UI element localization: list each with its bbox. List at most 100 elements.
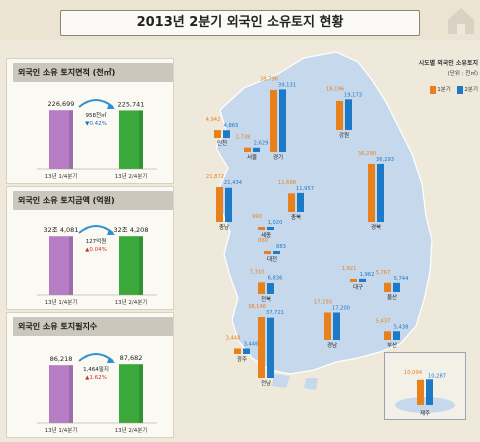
bar-right [119, 364, 143, 423]
region-bar-q2 [297, 192, 304, 212]
region-bar-q1 [258, 227, 265, 230]
region-group: 860 883 대전 [258, 238, 286, 263]
region-bar-q1 [384, 282, 391, 292]
region-value-q1: 36,290 [358, 151, 376, 157]
region-name: 경북 [371, 224, 381, 231]
bar-value-label: 32조 4,081 [44, 226, 79, 234]
region-value-q2: 17,200 [332, 305, 350, 311]
bar-category-label: 13년 1/4분기 [45, 172, 78, 180]
region-value-q2: 39,131 [278, 82, 296, 88]
bar-right [119, 236, 143, 295]
legend-items: 1분기 2분기 [396, 85, 478, 94]
region-bar-q1 [288, 193, 295, 212]
region-name: 강원 [339, 131, 349, 139]
region-bar-q1 [270, 89, 277, 152]
change-amount: 1,464필지 [83, 365, 109, 373]
jeju-bars: 10,094 10,287 제주 [404, 370, 446, 417]
region-bar-q1 [368, 163, 375, 222]
region-bar-q1 [417, 379, 424, 405]
region-bar-q1 [336, 100, 343, 130]
region-value-q2: 11,957 [296, 186, 314, 192]
bar-value-label: 225,741 [118, 100, 145, 108]
change-arrow-icon [78, 353, 114, 362]
region-bar-q2 [267, 227, 274, 230]
bar-value-label: 226,699 [48, 100, 75, 108]
region-name: 세종 [261, 231, 271, 239]
region-value-q2: 6,836 [268, 275, 283, 281]
bar-shade [69, 365, 73, 423]
region-bar-q2 [253, 147, 260, 152]
region-name: 부산 [387, 341, 397, 349]
region-value-q1: 860 [258, 238, 268, 244]
region-name: 전남 [261, 379, 271, 387]
bar-shade [139, 364, 143, 423]
bar-left [49, 365, 73, 423]
bar-value-label: 87,682 [120, 354, 143, 362]
region-value-q2: 37,721 [266, 310, 284, 316]
regional-map: 4,942 4,865 인천 2,738 2,629 서울 38,796 39,131 경기 18… [186, 44, 476, 438]
title-bar: 2013년 2분기 외국인 소유토지 현황 [0, 0, 480, 40]
panel-heading: 외국인 소유 토지금액 (억원) [13, 191, 173, 210]
region-bar-q2 [359, 278, 366, 282]
region-value-q1: 3,448 [226, 335, 241, 341]
jeju-island-shape [395, 397, 455, 413]
panel-amount: 외국인 소유 토지금액 (억원) 32조 4,081 13년 1/4분기 32조 4… [6, 186, 174, 310]
region-bar-q2 [426, 379, 433, 405]
change-arrow-icon [78, 225, 114, 234]
region-bar-q1 [258, 282, 265, 294]
region-bar-q1 [264, 251, 271, 254]
change-arrow-icon [78, 99, 114, 108]
arrow-head-icon [107, 357, 115, 363]
region-bar-q2 [225, 187, 232, 222]
region-value-q1: 17,193 [314, 299, 332, 305]
region-bar-q2 [377, 163, 384, 222]
bar-right [119, 110, 143, 169]
bar-category-label: 13년 2/4분기 [115, 172, 148, 180]
bar-shade [139, 236, 143, 295]
bar-shade [69, 236, 73, 295]
region-bar-q2 [223, 130, 230, 138]
region-value-q1: 11,698 [278, 180, 296, 186]
region-value-q1: 38,146 [248, 304, 266, 310]
region-value-q1: 1,921 [342, 266, 357, 272]
region-bar-q1 [384, 331, 391, 340]
region-name: 인천 [217, 139, 227, 147]
bar-category-label: 13년 2/4분기 [115, 298, 148, 306]
bar-shade [139, 110, 143, 169]
region-value-q1: 990 [252, 214, 262, 220]
region-bar-q1 [214, 130, 221, 138]
region-bar-q1 [324, 312, 331, 340]
legend: 시도별 외국인 소유토지 (단위 : 천㎡) 1분기 2분기 [396, 58, 478, 108]
region-value-q2: 3,446 [244, 341, 259, 347]
change-percent: ▲1.62% [85, 375, 107, 381]
region-bar-q2 [267, 317, 274, 378]
bar-shade [69, 110, 73, 169]
change-amount: 127억원 [86, 237, 107, 245]
region-bar-q1 [350, 278, 357, 282]
region-name: 제주 [420, 409, 430, 417]
panel-chart: 32조 4,081 13년 1/4분기 32조 4,208 13년 2/4분기 127억… [37, 225, 157, 306]
region-bar-q2 [333, 312, 340, 340]
bar-left [49, 110, 73, 169]
region-value-q1: 7,310 [250, 269, 265, 275]
region-value-q2: 1,020 [268, 220, 283, 226]
page-title: 2013년 2분기 외국인 소유토지 현황 [136, 15, 344, 30]
panel-area: 외국인 소유 토지면적 (천㎡) 226,699 13년 1/4분기 225,741… [6, 58, 174, 184]
jeju-inset: 10,094 10,287 제주 [384, 352, 466, 420]
jeju-map: 10,094 10,287 제주 [395, 370, 455, 417]
panel-heading: 외국인 소유 토지필지수 [13, 317, 173, 336]
legend-title: 시도별 외국인 소유토지 [418, 60, 478, 67]
